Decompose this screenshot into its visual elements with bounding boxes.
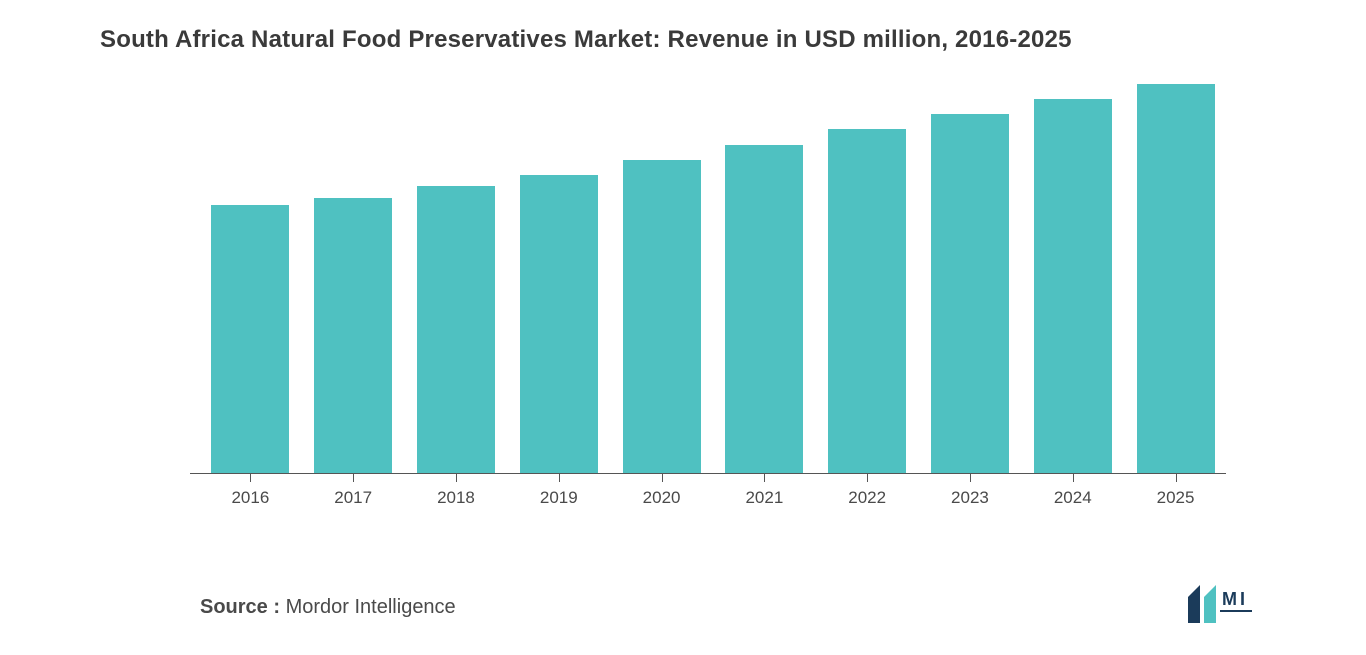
bar-slot: 2018 bbox=[416, 186, 497, 474]
x-tick bbox=[559, 474, 560, 482]
x-tick bbox=[353, 474, 354, 482]
x-label: 2022 bbox=[848, 488, 886, 508]
bar-2022 bbox=[828, 129, 906, 474]
svg-text:M: M bbox=[1222, 589, 1237, 609]
svg-text:I: I bbox=[1240, 589, 1245, 609]
x-axis-line bbox=[190, 473, 1226, 474]
chart-container: South Africa Natural Food Preservatives … bbox=[0, 0, 1366, 655]
bar-2025 bbox=[1137, 84, 1215, 474]
source-label: Source : bbox=[200, 596, 280, 618]
source-value: Mordor Intelligence bbox=[286, 596, 456, 618]
x-label: 2025 bbox=[1157, 488, 1195, 508]
bar-slot: 2020 bbox=[621, 160, 702, 474]
bar-slot: 2021 bbox=[724, 145, 805, 474]
x-label: 2024 bbox=[1054, 488, 1092, 508]
x-tick bbox=[662, 474, 663, 482]
x-tick bbox=[1176, 474, 1177, 482]
bar-slot: 2016 bbox=[210, 205, 291, 474]
mordor-logo-icon: M I bbox=[1186, 583, 1256, 627]
x-label: 2017 bbox=[334, 488, 372, 508]
bar-slot: 2024 bbox=[1032, 99, 1113, 474]
bar-slot: 2019 bbox=[518, 175, 599, 474]
chart-title: South Africa Natural Food Preservatives … bbox=[100, 26, 1306, 54]
x-label: 2021 bbox=[745, 488, 783, 508]
source-footer: Source : Mordor Intelligence bbox=[200, 596, 456, 619]
bar-2021 bbox=[725, 145, 803, 474]
x-label: 2023 bbox=[951, 488, 989, 508]
x-label: 2018 bbox=[437, 488, 475, 508]
bar-slot: 2017 bbox=[313, 198, 394, 474]
x-tick bbox=[250, 474, 251, 482]
x-tick bbox=[456, 474, 457, 482]
x-label: 2020 bbox=[643, 488, 681, 508]
bar-2018 bbox=[417, 186, 495, 474]
bar-slot: 2025 bbox=[1135, 84, 1216, 474]
bar-2023 bbox=[931, 114, 1009, 474]
x-tick bbox=[970, 474, 971, 482]
bar-slot: 2022 bbox=[827, 129, 908, 474]
x-label: 2019 bbox=[540, 488, 578, 508]
bar-slot: 2023 bbox=[930, 114, 1011, 474]
bar-2024 bbox=[1034, 99, 1112, 474]
x-tick bbox=[1073, 474, 1074, 482]
x-label: 2016 bbox=[231, 488, 269, 508]
x-tick bbox=[764, 474, 765, 482]
bars-group: 2016 2017 2018 2019 2020 bbox=[200, 84, 1226, 474]
x-tick bbox=[867, 474, 868, 482]
bar-2016 bbox=[211, 205, 289, 474]
plot-area: 2016 2017 2018 2019 2020 bbox=[200, 84, 1266, 514]
bar-2019 bbox=[520, 175, 598, 474]
bar-2020 bbox=[623, 160, 701, 474]
bar-2017 bbox=[314, 198, 392, 474]
